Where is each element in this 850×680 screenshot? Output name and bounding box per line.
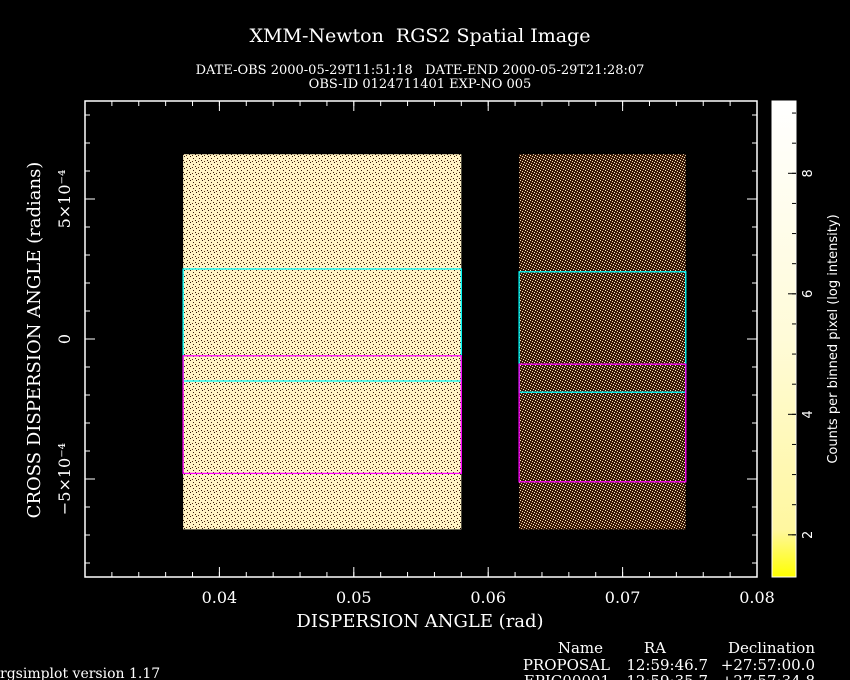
colorbar [771,100,797,578]
spatial-region-ccd-left [182,268,462,382]
source-name: PROPOSAL [523,656,610,674]
colorbar-tick-label: 8 [801,169,816,177]
y-axis: 5×10⁻⁴ 0 −5×10⁻⁴ [55,114,757,564]
source-table-header-name: Name [558,639,603,657]
colorbar-label: Counts per binned pixel (log intensity) [826,214,841,463]
source-row: PROPOSAL 12:59:46.7 +27:57:00.0 [523,656,815,674]
colorbar-tick-label: 4 [801,410,816,418]
source-ra: 12:59:46.7 [626,656,708,674]
y-tick-label: 0 [55,334,74,344]
x-tick-label: 0.07 [605,588,641,607]
source-dec: +27:57:00.0 [721,656,815,674]
y-axis-label: CROSS DISPERSION ANGLE (radians) [24,162,45,519]
colorbar-tick-label: 6 [801,290,816,298]
background-region-ccd-right [518,363,687,483]
source-dec: +27:57:34.8 [721,672,815,680]
chart-subtitle-line1: DATE-OBS 2000-05-29T11:51:18 DATE-END 20… [196,63,645,78]
source-table-header-ra: RA [644,639,666,657]
data-block-2 [519,154,686,530]
spatial-region-ccd-right [518,271,687,393]
x-axis: 0.04 0.05 0.06 0.07 0.08 [84,101,775,607]
colorbar-axis: 2 4 6 8 [788,112,816,539]
chart-title: XMM-Newton RGS2 Spatial Image [250,25,591,47]
source-table: Name RA Declination PROPOSAL 12:59:46.7 +2… [523,639,815,680]
x-axis-label: DISPERSION ANGLE (rad) [296,611,543,632]
colorbar-tick-label: 2 [801,531,816,539]
x-tick-label: 0.06 [470,588,506,607]
source-ra: 12:59:35.7 [626,672,708,680]
x-tick-label: 0.04 [202,588,238,607]
version-footer: rgsimplot version 1.17 [0,666,160,680]
source-row: EPIC00001 12:59:35.7 +27:57:34.8 [524,672,815,680]
source-name: EPIC00001 [524,672,610,680]
y-tick-label: 5×10⁻⁴ [55,170,74,229]
x-tick-label: 0.08 [739,588,775,607]
data-block-1 [183,154,462,530]
y-tick-label: −5×10⁻⁴ [55,443,74,515]
data-image-layer [183,154,686,530]
x-tick-label: 0.05 [336,588,372,607]
background-region-ccd-left [182,355,462,475]
source-table-header-dec: Declination [728,639,815,657]
chart-subtitle-line2: OBS-ID 0124711401 EXP-NO 005 [309,77,532,92]
region-overlay-layer [182,268,687,483]
